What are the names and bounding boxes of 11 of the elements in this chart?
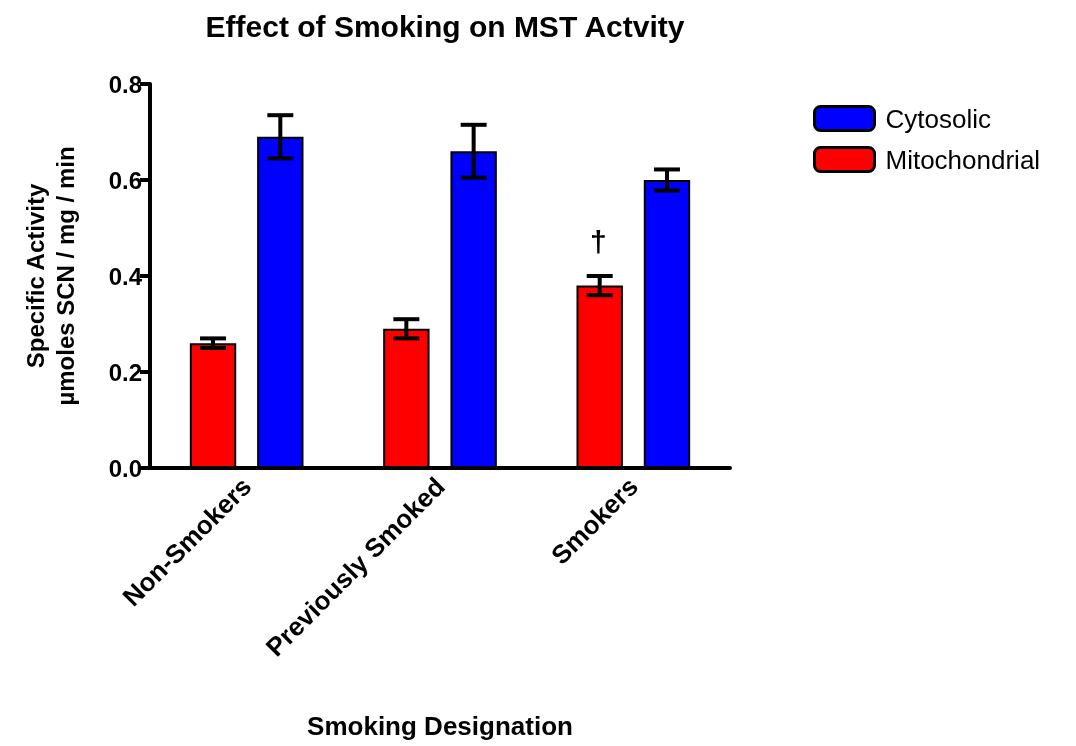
y-tick-label: 0.4 xyxy=(108,262,143,290)
legend-label: Cytosolic xyxy=(885,103,991,134)
y-tick-label: 0.6 xyxy=(108,166,142,194)
annotation: † xyxy=(590,224,607,258)
y-tick-label: 0.0 xyxy=(108,454,142,482)
legend-label: Mitochondrial xyxy=(885,144,1041,175)
y-tick-label: 0.8 xyxy=(108,70,142,98)
x-axis-title: Smoking Designation xyxy=(307,711,573,741)
y-axis-title: Specific Activity µmoles SCN / mg / min xyxy=(21,146,79,406)
y-tick-label: 0.2 xyxy=(108,358,142,386)
chart-title: Effect of Smoking on MST Actvity xyxy=(205,9,685,43)
